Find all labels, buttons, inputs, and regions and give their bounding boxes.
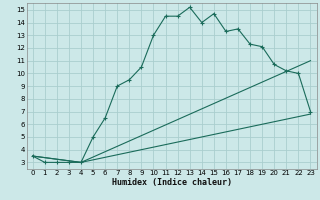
X-axis label: Humidex (Indice chaleur): Humidex (Indice chaleur) [112,178,232,187]
